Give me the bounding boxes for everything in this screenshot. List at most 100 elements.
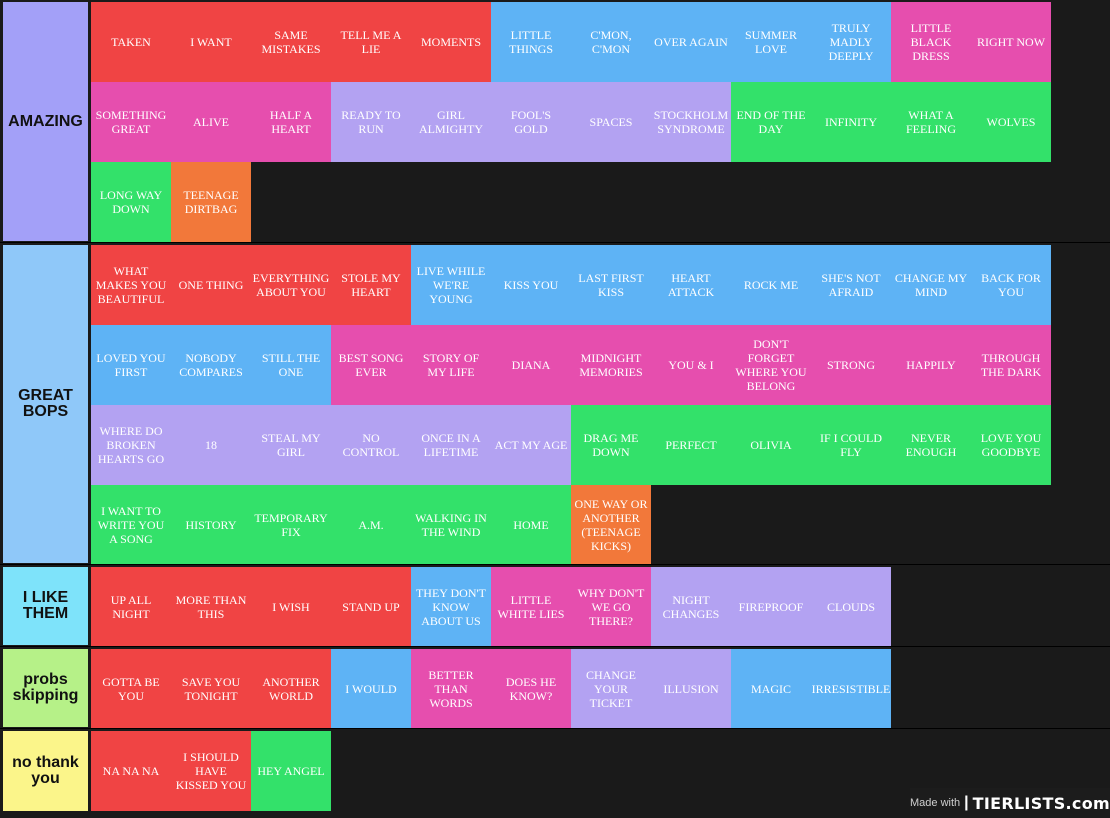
tier-item[interactable]: EVERYTHING ABOUT YOU: [251, 245, 331, 325]
tier-item[interactable]: A.M.: [331, 485, 411, 565]
tier-item[interactable]: TELL ME A LIE: [331, 2, 411, 82]
tier-item[interactable]: HEY ANGEL: [251, 731, 331, 811]
tier-item[interactable]: WOLVES: [971, 82, 1051, 162]
tier-item[interactable]: HAPPILY: [891, 325, 971, 405]
tier-item[interactable]: WHERE DO BROKEN HEARTS GO: [91, 405, 171, 485]
tier-item[interactable]: TEMPORARY FIX: [251, 485, 331, 565]
tier-item[interactable]: SPACES: [571, 82, 651, 162]
tier-item[interactable]: LITTLE BLACK DRESS: [891, 2, 971, 82]
tier-item[interactable]: DON'T FORGET WHERE YOU BELONG: [731, 325, 811, 405]
tier-item[interactable]: OVER AGAIN: [651, 2, 731, 82]
tier-item[interactable]: GOTTA BE YOU: [91, 649, 171, 729]
tier-item[interactable]: MIDNIGHT MEMORIES: [571, 325, 651, 405]
tier-item[interactable]: ONE WAY OR ANOTHER (TEENAGE KICKS): [571, 485, 651, 565]
tier-item[interactable]: DOES HE KNOW?: [491, 649, 571, 729]
tier-item[interactable]: UP ALL NIGHT: [91, 567, 171, 647]
tier-item[interactable]: LIVE WHILE WE'RE YOUNG: [411, 245, 491, 325]
tier-item[interactable]: HEART ATTACK: [651, 245, 731, 325]
tier-item[interactable]: MORE THAN THIS: [171, 567, 251, 647]
tier-item[interactable]: STEAL MY GIRL: [251, 405, 331, 485]
tier-item[interactable]: MOMENTS: [411, 2, 491, 82]
tier-label[interactable]: no thank you: [3, 731, 88, 811]
tier-item[interactable]: END OF THE DAY: [731, 82, 811, 162]
tier-item[interactable]: I SHOULD HAVE KISSED YOU: [171, 731, 251, 811]
tier-item[interactable]: TAKEN: [91, 2, 171, 82]
tier-item[interactable]: STOLE MY HEART: [331, 245, 411, 325]
tier-item[interactable]: BETTER THAN WORDS: [411, 649, 491, 729]
tier-item[interactable]: I WOULD: [331, 649, 411, 729]
tier-label[interactable]: GREAT BOPS: [3, 245, 88, 563]
tier-label[interactable]: AMAZING: [3, 2, 88, 241]
tier-item[interactable]: SUMMER LOVE: [731, 2, 811, 82]
tier-item[interactable]: TRULY MADLY DEEPLY: [811, 2, 891, 82]
tier-items: GOTTA BE YOU SAVE YOU TONIGHT ANOTHER WORL…: [91, 649, 1051, 729]
tier-item[interactable]: GIRL ALMIGHTY: [411, 82, 491, 162]
tier-item[interactable]: CHANGE YOUR TICKET: [571, 649, 651, 729]
tier-item[interactable]: ACT MY AGE: [491, 405, 571, 485]
tier-item[interactable]: READY TO RUN: [331, 82, 411, 162]
tier-item[interactable]: NA NA NA: [91, 731, 171, 811]
tier-item[interactable]: ILLUSION: [651, 649, 731, 729]
tier-item[interactable]: NOBODY COMPARES: [171, 325, 251, 405]
tier-item[interactable]: WHAT MAKES YOU BEAUTIFUL: [91, 245, 171, 325]
tier-item[interactable]: DRAG ME DOWN: [571, 405, 651, 485]
tier-item[interactable]: HALF A HEART: [251, 82, 331, 162]
tier-label[interactable]: probs skipping: [3, 649, 88, 727]
tier-item[interactable]: I WISH: [251, 567, 331, 647]
tier-item[interactable]: HOME: [491, 485, 571, 565]
tier-item[interactable]: LAST FIRST KISS: [571, 245, 651, 325]
tier-item[interactable]: CLOUDS: [811, 567, 891, 647]
tier-item[interactable]: LITTLE THINGS: [491, 2, 571, 82]
tier-item[interactable]: NIGHT CHANGES: [651, 567, 731, 647]
tier-item[interactable]: LONG WAY DOWN: [91, 162, 171, 242]
tier-item[interactable]: LITTLE WHITE LIES: [491, 567, 571, 647]
tier-item[interactable]: OLIVIA: [731, 405, 811, 485]
tier-item[interactable]: SOMETHING GREAT: [91, 82, 171, 162]
tier-item[interactable]: SAVE YOU TONIGHT: [171, 649, 251, 729]
tier-item[interactable]: C'MON, C'MON: [571, 2, 651, 82]
tier-item[interactable]: IF I COULD FLY: [811, 405, 891, 485]
tier-item[interactable]: BACK FOR YOU: [971, 245, 1051, 325]
tier-item[interactable]: STILL THE ONE: [251, 325, 331, 405]
tier-item[interactable]: ALIVE: [171, 82, 251, 162]
tier-item[interactable]: CHANGE MY MIND: [891, 245, 971, 325]
tier-item[interactable]: LOVE YOU GOODBYE: [971, 405, 1051, 485]
tier-item[interactable]: LOVED YOU FIRST: [91, 325, 171, 405]
tier-item[interactable]: ROCK ME: [731, 245, 811, 325]
tier-item[interactable]: NEVER ENOUGH: [891, 405, 971, 485]
tier-items: UP ALL NIGHT MORE THAN THIS I WISH STAND UP…: [91, 567, 1051, 647]
tier-item[interactable]: PERFECT: [651, 405, 731, 485]
tier-item[interactable]: ONCE IN A LIFETIME: [411, 405, 491, 485]
tier-label[interactable]: I LIKE THEM: [3, 567, 88, 645]
tier-item[interactable]: SAME MISTAKES: [251, 2, 331, 82]
tier-item[interactable]: WHY DON'T WE GO THERE?: [571, 567, 651, 647]
tier-item[interactable]: MAGIC: [731, 649, 811, 729]
tier-item[interactable]: STAND UP: [331, 567, 411, 647]
tier-item[interactable]: THROUGH THE DARK: [971, 325, 1051, 405]
tier-item[interactable]: STORY OF MY LIFE: [411, 325, 491, 405]
tier-item[interactable]: RIGHT NOW: [971, 2, 1051, 82]
tier-item[interactable]: YOU & I: [651, 325, 731, 405]
tier-item[interactable]: STRONG: [811, 325, 891, 405]
tier-item[interactable]: FIREPROOF: [731, 567, 811, 647]
tier-item[interactable]: NO CONTROL: [331, 405, 411, 485]
tier-item[interactable]: SHE'S NOT AFRAID: [811, 245, 891, 325]
tier-item[interactable]: ONE THING: [171, 245, 251, 325]
tier-item[interactable]: WHAT A FEELING: [891, 82, 971, 162]
tier-item[interactable]: HISTORY: [171, 485, 251, 565]
tier-item[interactable]: INFINITY: [811, 82, 891, 162]
tier-item[interactable]: FOOL'S GOLD: [491, 82, 571, 162]
tier-item[interactable]: STOCKHOLM SYNDROME: [651, 82, 731, 162]
tier-item[interactable]: KISS YOU: [491, 245, 571, 325]
tier-item[interactable]: I WANT: [171, 2, 251, 82]
tier-item[interactable]: BEST SONG EVER: [331, 325, 411, 405]
tier-item[interactable]: 18: [171, 405, 251, 485]
tier-item[interactable]: DIANA: [491, 325, 571, 405]
tier-item[interactable]: THEY DON'T KNOW ABOUT US: [411, 567, 491, 647]
tier-item[interactable]: ANOTHER WORLD: [251, 649, 331, 729]
tier-item[interactable]: WALKING IN THE WIND: [411, 485, 491, 565]
tier-item[interactable]: IRRESISTIBLE: [811, 649, 891, 729]
tier-item[interactable]: TEENAGE DIRTBAG: [171, 162, 251, 242]
tier-item[interactable]: I WANT TO WRITE YOU A SONG: [91, 485, 171, 565]
